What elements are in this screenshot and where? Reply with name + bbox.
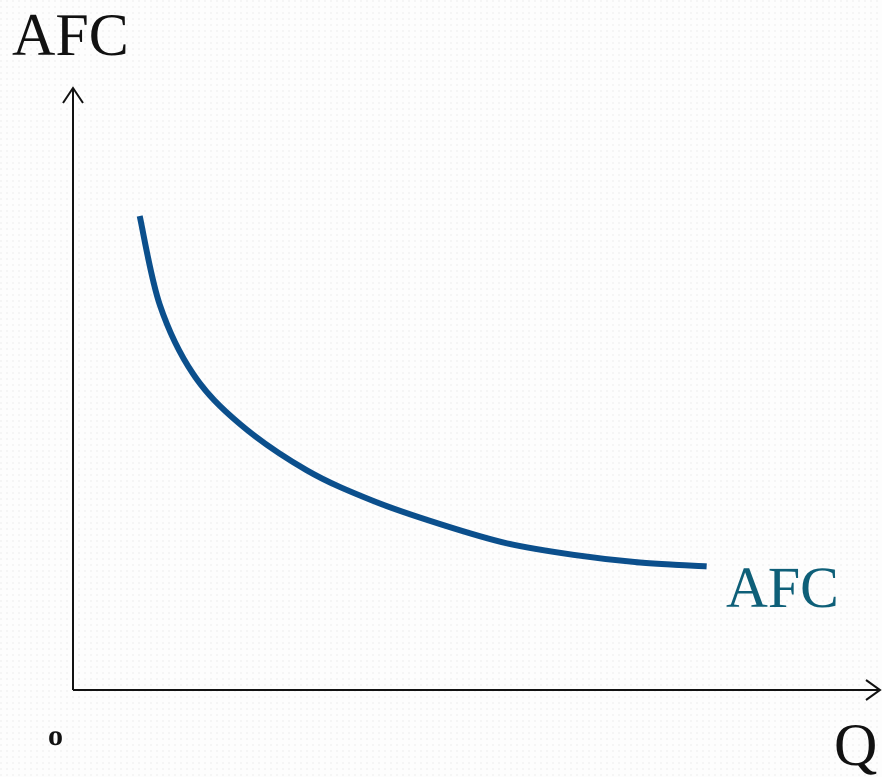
y-axis-arrowhead — [62, 86, 84, 104]
x-axis-label: Q — [834, 712, 877, 777]
y-axis-label: AFC — [12, 2, 129, 68]
x-axis-arrowhead — [865, 679, 882, 701]
afc-curve-label: AFC — [726, 555, 839, 620]
afc-curve — [136, 215, 707, 570]
origin-label: o — [48, 719, 63, 752]
